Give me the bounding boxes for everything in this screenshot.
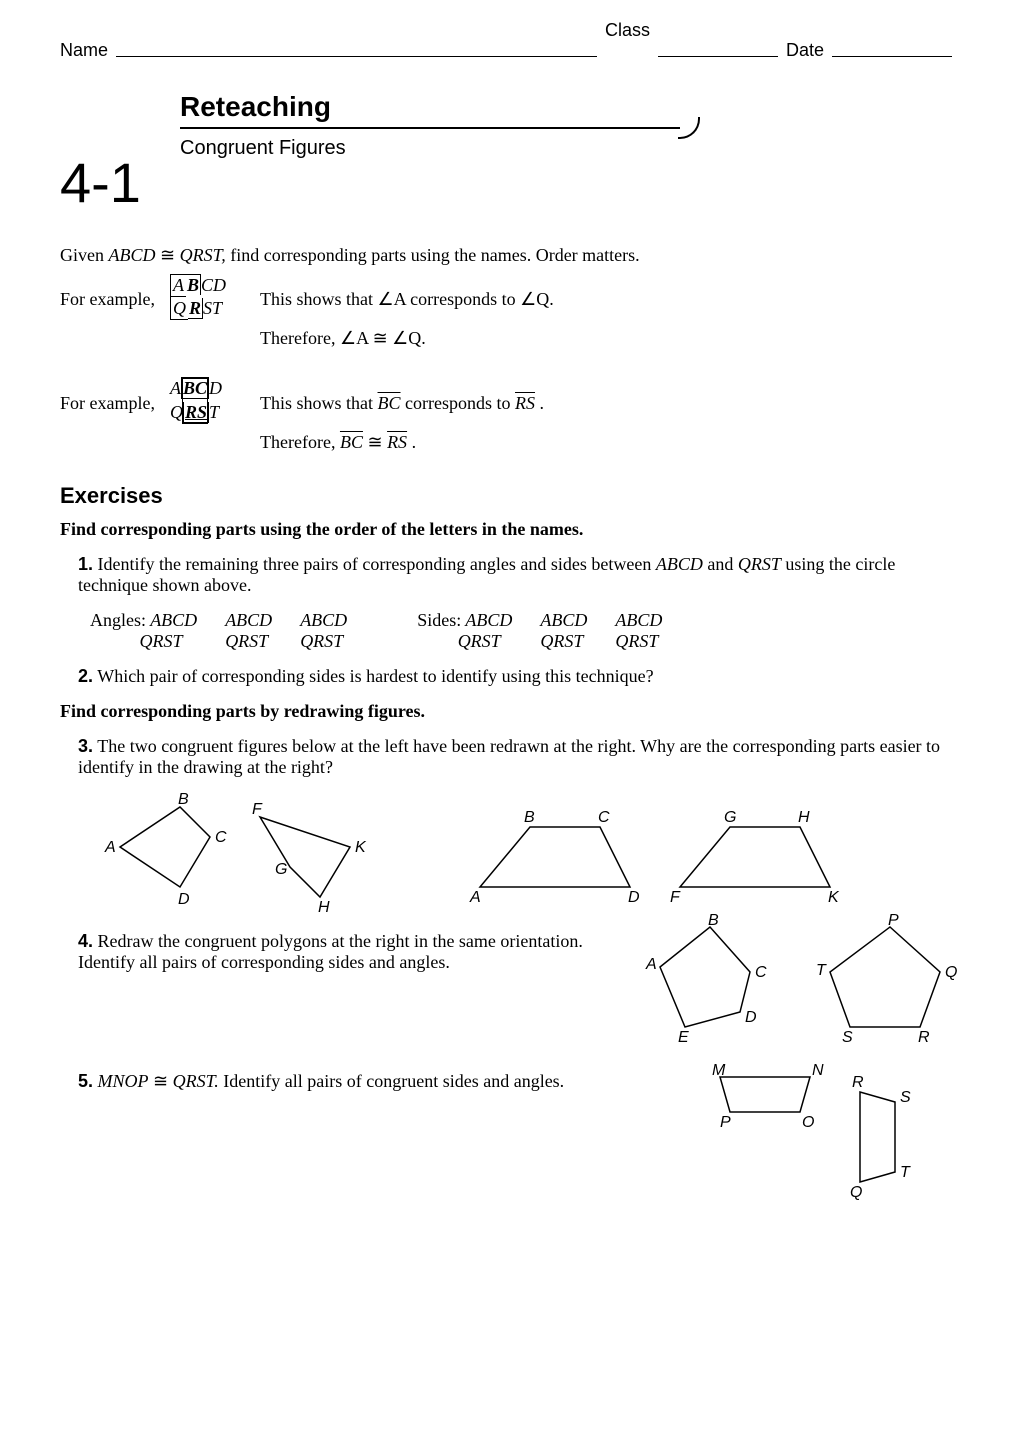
header: Name Class Date (60, 40, 960, 61)
q3-figures: A B C D F K H G A B C D F G H K (100, 792, 960, 917)
ex2-therefore: Therefore, BC ≅ RS . (260, 432, 960, 453)
svg-text:B: B (708, 912, 719, 929)
svg-text:C: C (598, 809, 610, 826)
svg-text:R: R (852, 1074, 864, 1091)
svg-text:B: B (524, 809, 535, 826)
svg-text:K: K (828, 889, 840, 906)
date-line (832, 56, 952, 57)
q3-svg: A B C D F K H G A B C D F G H K (100, 792, 900, 912)
svg-text:R: R (918, 1029, 930, 1046)
svg-text:O: O (802, 1114, 814, 1131)
name-label: Name (60, 40, 108, 61)
date-label: Date (786, 40, 824, 61)
exercises-heading: Exercises (60, 483, 960, 509)
svg-text:N: N (812, 1062, 824, 1079)
svg-text:H: H (798, 809, 810, 826)
svg-text:G: G (724, 809, 736, 826)
example-1-row1: For example, ABCD QRST This shows that ∠… (60, 274, 960, 324)
instruction-2: Find corresponding parts by redrawing fi… (60, 701, 960, 722)
pairs-row: Angles: ABCD QRST ABCDQRST ABCDQRST Side… (90, 610, 960, 652)
ex2-shows: This shows that BC corresponds to RS . (260, 393, 960, 414)
svg-text:D: D (178, 891, 190, 908)
example-2-row1: For example, ABCD QRST This shows that B… (60, 378, 960, 428)
svg-text:A: A (469, 889, 481, 906)
svg-text:P: P (888, 912, 899, 929)
svg-text:C: C (215, 829, 227, 846)
question-1: 1. Identify the remaining three pairs of… (78, 554, 960, 596)
question-4-row: 4. Redraw the congruent polygons at the … (60, 917, 960, 1057)
svg-text:P: P (720, 1114, 731, 1131)
svg-text:D: D (745, 1009, 757, 1026)
ex1-shows: This shows that ∠A corresponds to ∠Q. (260, 289, 960, 310)
instruction-1: Find corresponding parts using the order… (60, 519, 960, 540)
q4-svg: A B C D E P Q R S T (640, 917, 960, 1057)
class-label: Class (605, 20, 650, 41)
question-3: 3. The two congruent figures below at th… (78, 736, 960, 778)
question-2: 2. Which pair of corresponding sides is … (78, 666, 960, 687)
svg-text:H: H (318, 899, 330, 916)
svg-text:D: D (628, 889, 640, 906)
given-statement: Given ABCD ≅ QRST, find corresponding pa… (60, 245, 960, 266)
svg-text:F: F (252, 801, 263, 818)
for-example-label-2: For example, (60, 393, 170, 414)
name-line (116, 56, 597, 57)
svg-text:Q: Q (850, 1184, 862, 1201)
class-line (658, 56, 778, 57)
svg-text:S: S (842, 1029, 853, 1046)
svg-text:C: C (755, 964, 767, 981)
ex1-therefore: Therefore, ∠A ≅ ∠Q. (260, 328, 960, 349)
svg-text:E: E (678, 1029, 689, 1046)
svg-text:K: K (355, 839, 367, 856)
for-example-label: For example, (60, 289, 170, 310)
svg-text:B: B (178, 791, 189, 808)
svg-text:F: F (670, 889, 681, 906)
example-1-row2: Therefore, ∠A ≅ ∠Q. (60, 328, 960, 349)
example-2-row2: Therefore, BC ≅ RS . (60, 432, 960, 453)
svg-text:Q: Q (945, 964, 957, 981)
svg-text:T: T (816, 962, 827, 979)
svg-text:G: G (275, 861, 287, 878)
svg-text:S: S (900, 1089, 911, 1106)
svg-text:M: M (712, 1062, 726, 1079)
svg-text:A: A (104, 839, 116, 856)
svg-text:A: A (645, 956, 657, 973)
q5-svg: M N O P Q R S T (700, 1057, 960, 1197)
question-5-row: 5. MNOP ≅ QRST. Identify all pairs of co… (60, 1057, 960, 1197)
svg-text:T: T (900, 1164, 911, 1181)
reteaching-title: Reteaching (180, 91, 680, 129)
